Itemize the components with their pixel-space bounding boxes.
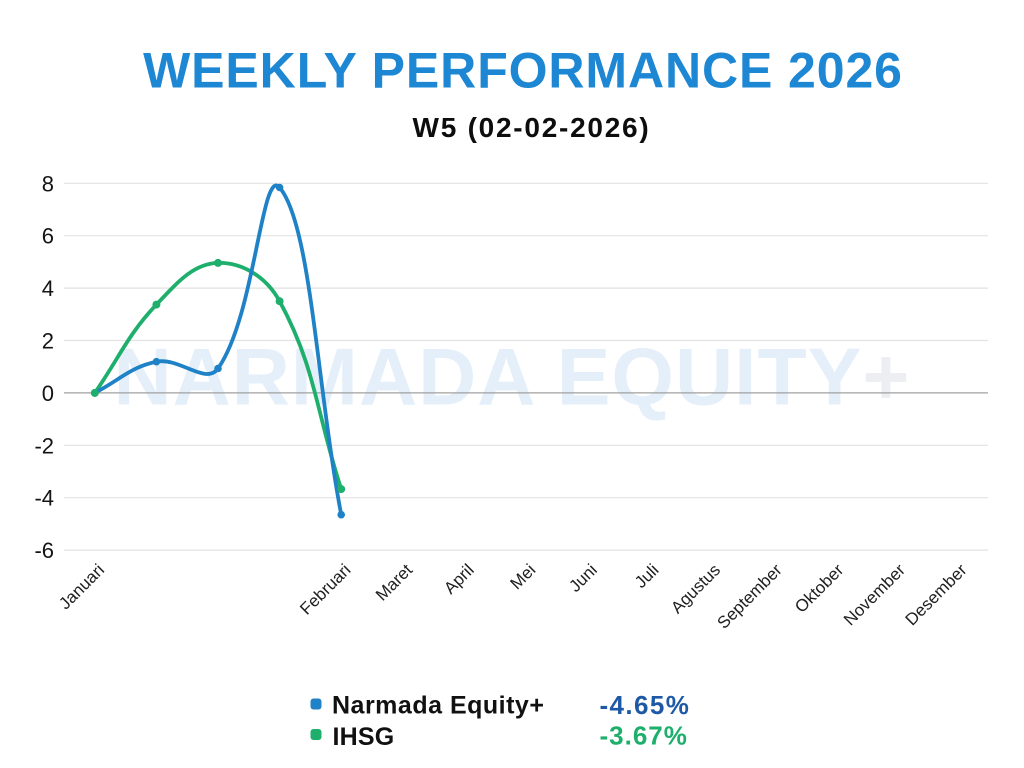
svg-text:-4.65%: -4.65% [600,690,691,720]
svg-text:-2: -2 [34,433,54,458]
svg-text:WEEKLY PERFORMANCE 2026: WEEKLY PERFORMANCE 2026 [143,43,903,99]
svg-text:-3.67%: -3.67% [600,721,688,751]
svg-text:NARMADA EQUITY+: NARMADA EQUITY+ [114,333,911,423]
svg-text:W5 (02-02-2026): W5 (02-02-2026) [413,112,651,143]
svg-text:2: 2 [42,329,54,354]
svg-text:Narmada Equity+: Narmada Equity+ [332,692,544,720]
svg-text:-4: -4 [34,486,54,511]
svg-text:8: 8 [42,171,54,196]
svg-text:-6: -6 [34,538,54,563]
svg-text:IHSG: IHSG [333,723,395,751]
svg-text:6: 6 [42,224,54,249]
svg-text:4: 4 [42,276,54,301]
svg-text:0: 0 [42,381,54,406]
